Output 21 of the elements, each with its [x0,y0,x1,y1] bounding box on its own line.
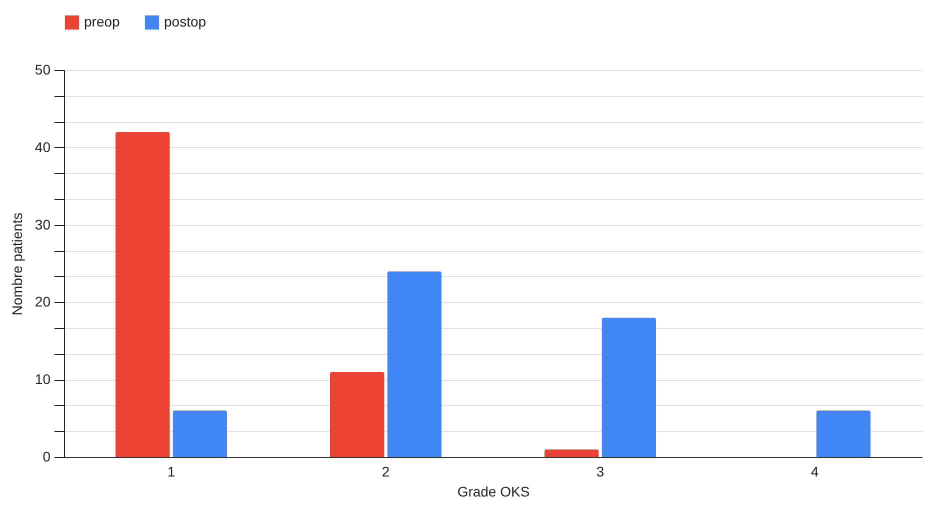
y-tick-label: 20 [34,294,51,310]
x-axis-title: Grade OKS [457,484,530,500]
y-tick-label: 10 [34,371,51,388]
legend-label: postop [164,13,206,30]
bar [172,410,228,457]
x-tick-label: 1 [167,464,176,480]
x-tick-label: 3 [596,464,604,480]
legend-label: preop [84,13,120,30]
y-tick-label: 40 [34,138,51,155]
y-tick-label: 0 [42,448,51,464]
y-axis-title: Nombre patients [8,212,25,316]
bar [602,318,656,457]
y-tick-label: 30 [34,216,51,232]
x-tick-label: 4 [810,464,819,480]
bar [544,449,599,457]
bar [816,410,871,457]
bar [115,132,170,457]
x-tick-label: 2 [382,464,390,480]
y-tick-label: 50 [34,62,51,78]
bar [330,372,384,457]
bar [387,271,442,457]
